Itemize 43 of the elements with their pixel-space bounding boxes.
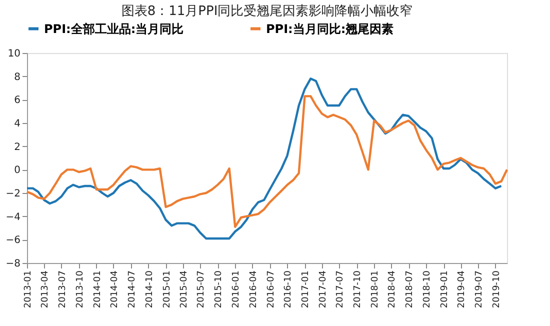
y-tick-label: 10 [8, 48, 20, 60]
x-tick-label: 2019-10 [492, 270, 502, 308]
x-tick-label: 2015-07 [196, 270, 207, 308]
x-tick-label: 2019-07 [474, 270, 484, 308]
y-tick-label: −8 [6, 258, 20, 270]
x-tick-label: 2018-10 [422, 270, 433, 308]
y-tick-label: 2 [14, 142, 20, 153]
x-tick-label: 2019-01 [440, 270, 450, 308]
x-tick-label: 2016-01 [232, 270, 242, 308]
x-tick-label: 2018-07 [405, 270, 416, 308]
y-tick-label: 8 [14, 72, 20, 83]
y-tick-label: 0 [14, 165, 20, 176]
x-tick-label: 2017-01 [301, 270, 312, 308]
y-tick-label: 4 [14, 118, 20, 130]
x-tick-label: 2014-04 [110, 270, 120, 308]
x-tick-label: 2016-07 [266, 270, 276, 308]
x-tick-label: 2014-07 [127, 270, 138, 308]
x-tick-label: 2013-07 [58, 270, 68, 308]
y-tick-label: −6 [6, 235, 20, 246]
legend-label: PPI:当月同比:翘尾因素 [266, 22, 394, 36]
line-series [26, 95, 508, 228]
x-tick-label: 2016-10 [284, 270, 294, 308]
x-tick-label: 2017-10 [353, 270, 364, 308]
line-series [26, 78, 502, 240]
x-tick-label: 2016-04 [248, 270, 259, 308]
x-tick-label: 2019-04 [457, 270, 468, 308]
y-tick-label: −2 [6, 188, 20, 200]
x-tick-label: 2013-10 [75, 270, 86, 308]
x-tick-label: 2015-04 [179, 270, 190, 308]
y-tick-label: −4 [6, 212, 20, 223]
x-tick-label: 2017-04 [318, 270, 328, 308]
legend-label: PPI:全部工业品:当月同比 [44, 22, 184, 36]
x-tick-label: 2015-01 [162, 270, 172, 308]
x-tick-label: 2015-10 [214, 270, 224, 308]
x-tick-label: 2014-01 [92, 270, 103, 308]
x-tick-label: 2013-04 [40, 270, 51, 308]
y-tick-label: 6 [14, 95, 20, 106]
x-tick-label: 2013-01 [24, 270, 34, 308]
x-tick-label: 2014-10 [144, 270, 155, 308]
chart-title: 图表8：11月PPI同比受翘尾因素影响降幅小幅收窄 [121, 4, 413, 19]
x-tick-label: 2018-01 [370, 270, 381, 308]
x-tick-label: 2018-04 [388, 270, 398, 308]
x-tick-label: 2017-07 [336, 270, 346, 308]
